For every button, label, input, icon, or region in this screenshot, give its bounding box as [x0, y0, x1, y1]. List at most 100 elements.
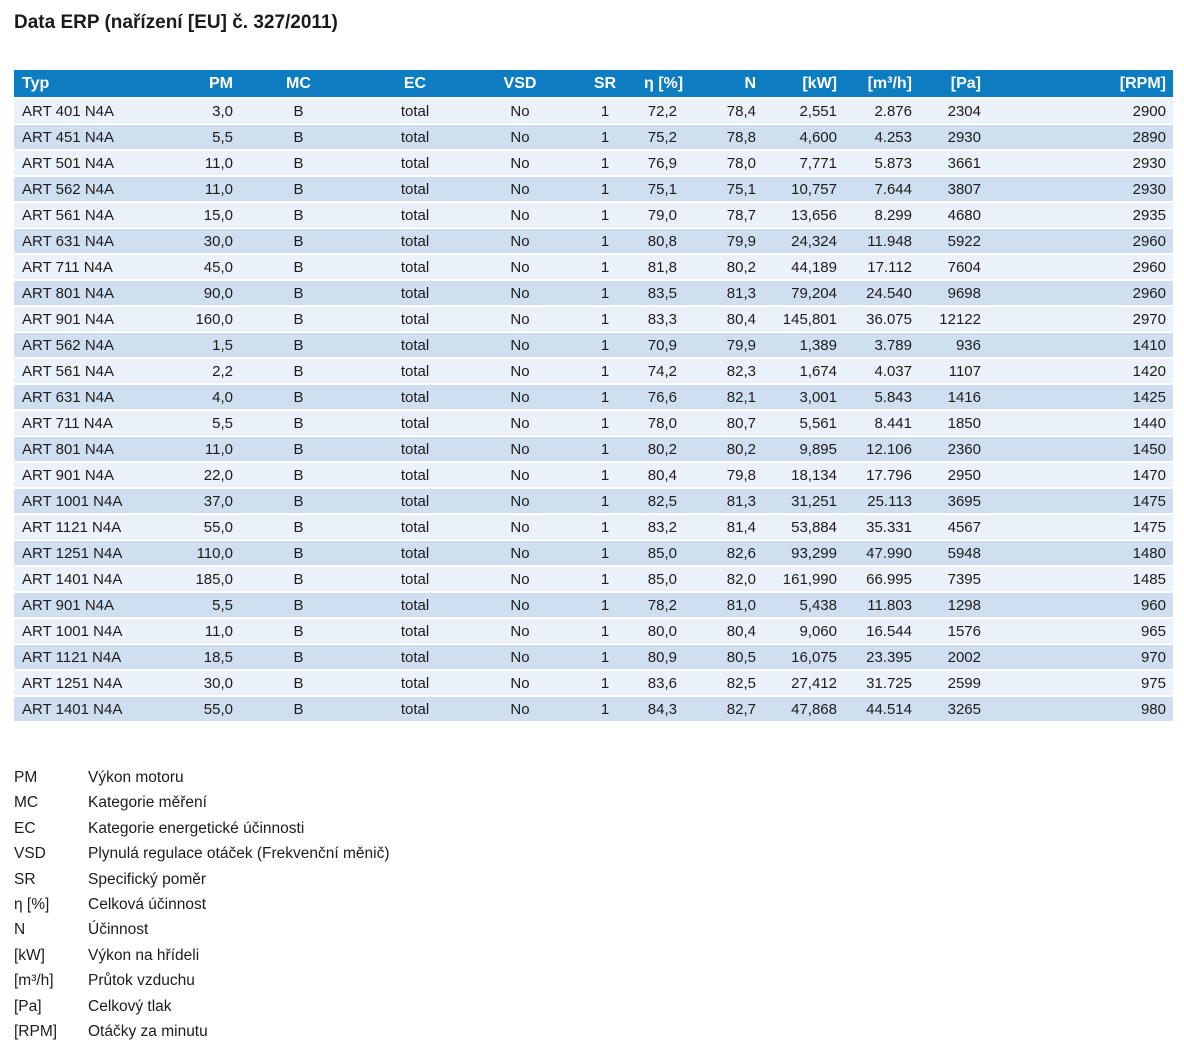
cell-eta: 83,5: [643, 281, 684, 307]
cell-typ: ART 631 N4A: [14, 385, 184, 411]
cell-rpm: 2960: [988, 281, 1173, 307]
cell-mc: B: [240, 567, 357, 593]
cell-eta: 84,3: [643, 697, 684, 723]
cell-ec: total: [357, 151, 473, 177]
legend-desc: Plynulá regulace otáček (Frekvenční měni…: [88, 845, 390, 863]
cell-mc: B: [240, 203, 357, 229]
cell-typ: ART 1121 N4A: [14, 515, 184, 541]
cell-rpm: 1475: [988, 515, 1173, 541]
cell-pa: 1850: [919, 411, 988, 437]
cell-m3h: 36.075: [844, 307, 919, 333]
cell-typ: ART 1401 N4A: [14, 697, 184, 723]
cell-rpm: 1475: [988, 489, 1173, 515]
cell-ec: total: [357, 463, 473, 489]
cell-typ: ART 1001 N4A: [14, 489, 184, 515]
cell-pa: 7604: [919, 255, 988, 281]
cell-eta: 70,9: [643, 333, 684, 359]
cell-vsd: No: [473, 541, 567, 567]
cell-n: 81,3: [684, 489, 763, 515]
legend-desc: Specifický poměr: [88, 870, 207, 888]
legend-abbr: η [%]: [14, 896, 50, 914]
cell-ec: total: [357, 489, 473, 515]
cell-pa: 3695: [919, 489, 988, 515]
cell-pm: 55,0: [184, 515, 240, 541]
cell-rpm: 2930: [988, 151, 1173, 177]
cell-kw: 27,412: [763, 671, 844, 697]
column-header-eta: η [%]: [643, 70, 684, 99]
cell-ec: total: [357, 567, 473, 593]
cell-m3h: 35.331: [844, 515, 919, 541]
cell-n: 78,8: [684, 125, 763, 151]
legend-item: η [%] Celková účinnost: [14, 892, 1173, 917]
cell-pm: 5,5: [184, 411, 240, 437]
legend-desc: Výkon na hřídeli: [88, 946, 200, 964]
cell-mc: B: [240, 619, 357, 645]
cell-vsd: No: [473, 307, 567, 333]
cell-m3h: 17.112: [844, 255, 919, 281]
cell-kw: 4,600: [763, 125, 844, 151]
cell-kw: 9,060: [763, 619, 844, 645]
cell-kw: 5,438: [763, 593, 844, 619]
cell-rpm: 1450: [988, 437, 1173, 463]
cell-typ: ART 711 N4A: [14, 255, 184, 281]
cell-pa: 2930: [919, 125, 988, 151]
cell-rpm: 975: [988, 671, 1173, 697]
cell-vsd: No: [473, 359, 567, 385]
cell-sr: 1: [567, 333, 643, 359]
cell-m3h: 11.948: [844, 229, 919, 255]
cell-m3h: 8.299: [844, 203, 919, 229]
column-header-mc: MC: [240, 70, 357, 99]
cell-m3h: 5.873: [844, 151, 919, 177]
cell-typ: ART 562 N4A: [14, 177, 184, 203]
cell-m3h: 12.106: [844, 437, 919, 463]
column-header-pm: PM: [184, 70, 240, 99]
cell-ec: total: [357, 229, 473, 255]
legend-desc: Výkon motoru: [88, 769, 184, 786]
cell-n: 80,4: [684, 307, 763, 333]
legend-desc: Účinnost: [88, 921, 149, 939]
cell-vsd: No: [473, 385, 567, 411]
column-header-rpm: [RPM]: [988, 70, 1173, 99]
cell-sr: 1: [567, 489, 643, 515]
cell-ec: total: [357, 333, 473, 359]
cell-pa: 5948: [919, 541, 988, 567]
column-header-kw: [kW]: [763, 70, 844, 99]
cell-eta: 78,2: [643, 593, 684, 619]
cell-eta: 75,1: [643, 177, 684, 203]
cell-rpm: 1485: [988, 567, 1173, 593]
cell-pa: 2599: [919, 671, 988, 697]
cell-pm: 2,2: [184, 359, 240, 385]
legend-abbr: VSD: [14, 845, 46, 863]
legend-item: SR Specifický poměr: [14, 867, 1173, 892]
cell-pa: 2002: [919, 645, 988, 671]
cell-typ: ART 401 N4A: [14, 99, 184, 125]
cell-kw: 24,324: [763, 229, 844, 255]
cell-sr: 1: [567, 281, 643, 307]
cell-pm: 55,0: [184, 697, 240, 723]
cell-vsd: No: [473, 489, 567, 515]
cell-rpm: 980: [988, 697, 1173, 723]
cell-typ: ART 711 N4A: [14, 411, 184, 437]
cell-ec: total: [357, 177, 473, 203]
cell-pm: 5,5: [184, 125, 240, 151]
cell-vsd: No: [473, 125, 567, 151]
cell-vsd: No: [473, 203, 567, 229]
cell-eta: 78,0: [643, 411, 684, 437]
cell-rpm: 2935: [988, 203, 1173, 229]
column-header-pa: [Pa]: [919, 70, 988, 99]
cell-sr: 1: [567, 593, 643, 619]
cell-pm: 18,5: [184, 645, 240, 671]
cell-pa: 1416: [919, 385, 988, 411]
cell-ec: total: [357, 255, 473, 281]
cell-typ: ART 901 N4A: [14, 307, 184, 333]
cell-m3h: 5.843: [844, 385, 919, 411]
cell-eta: 80,8: [643, 229, 684, 255]
column-header-ec: EC: [357, 70, 473, 99]
